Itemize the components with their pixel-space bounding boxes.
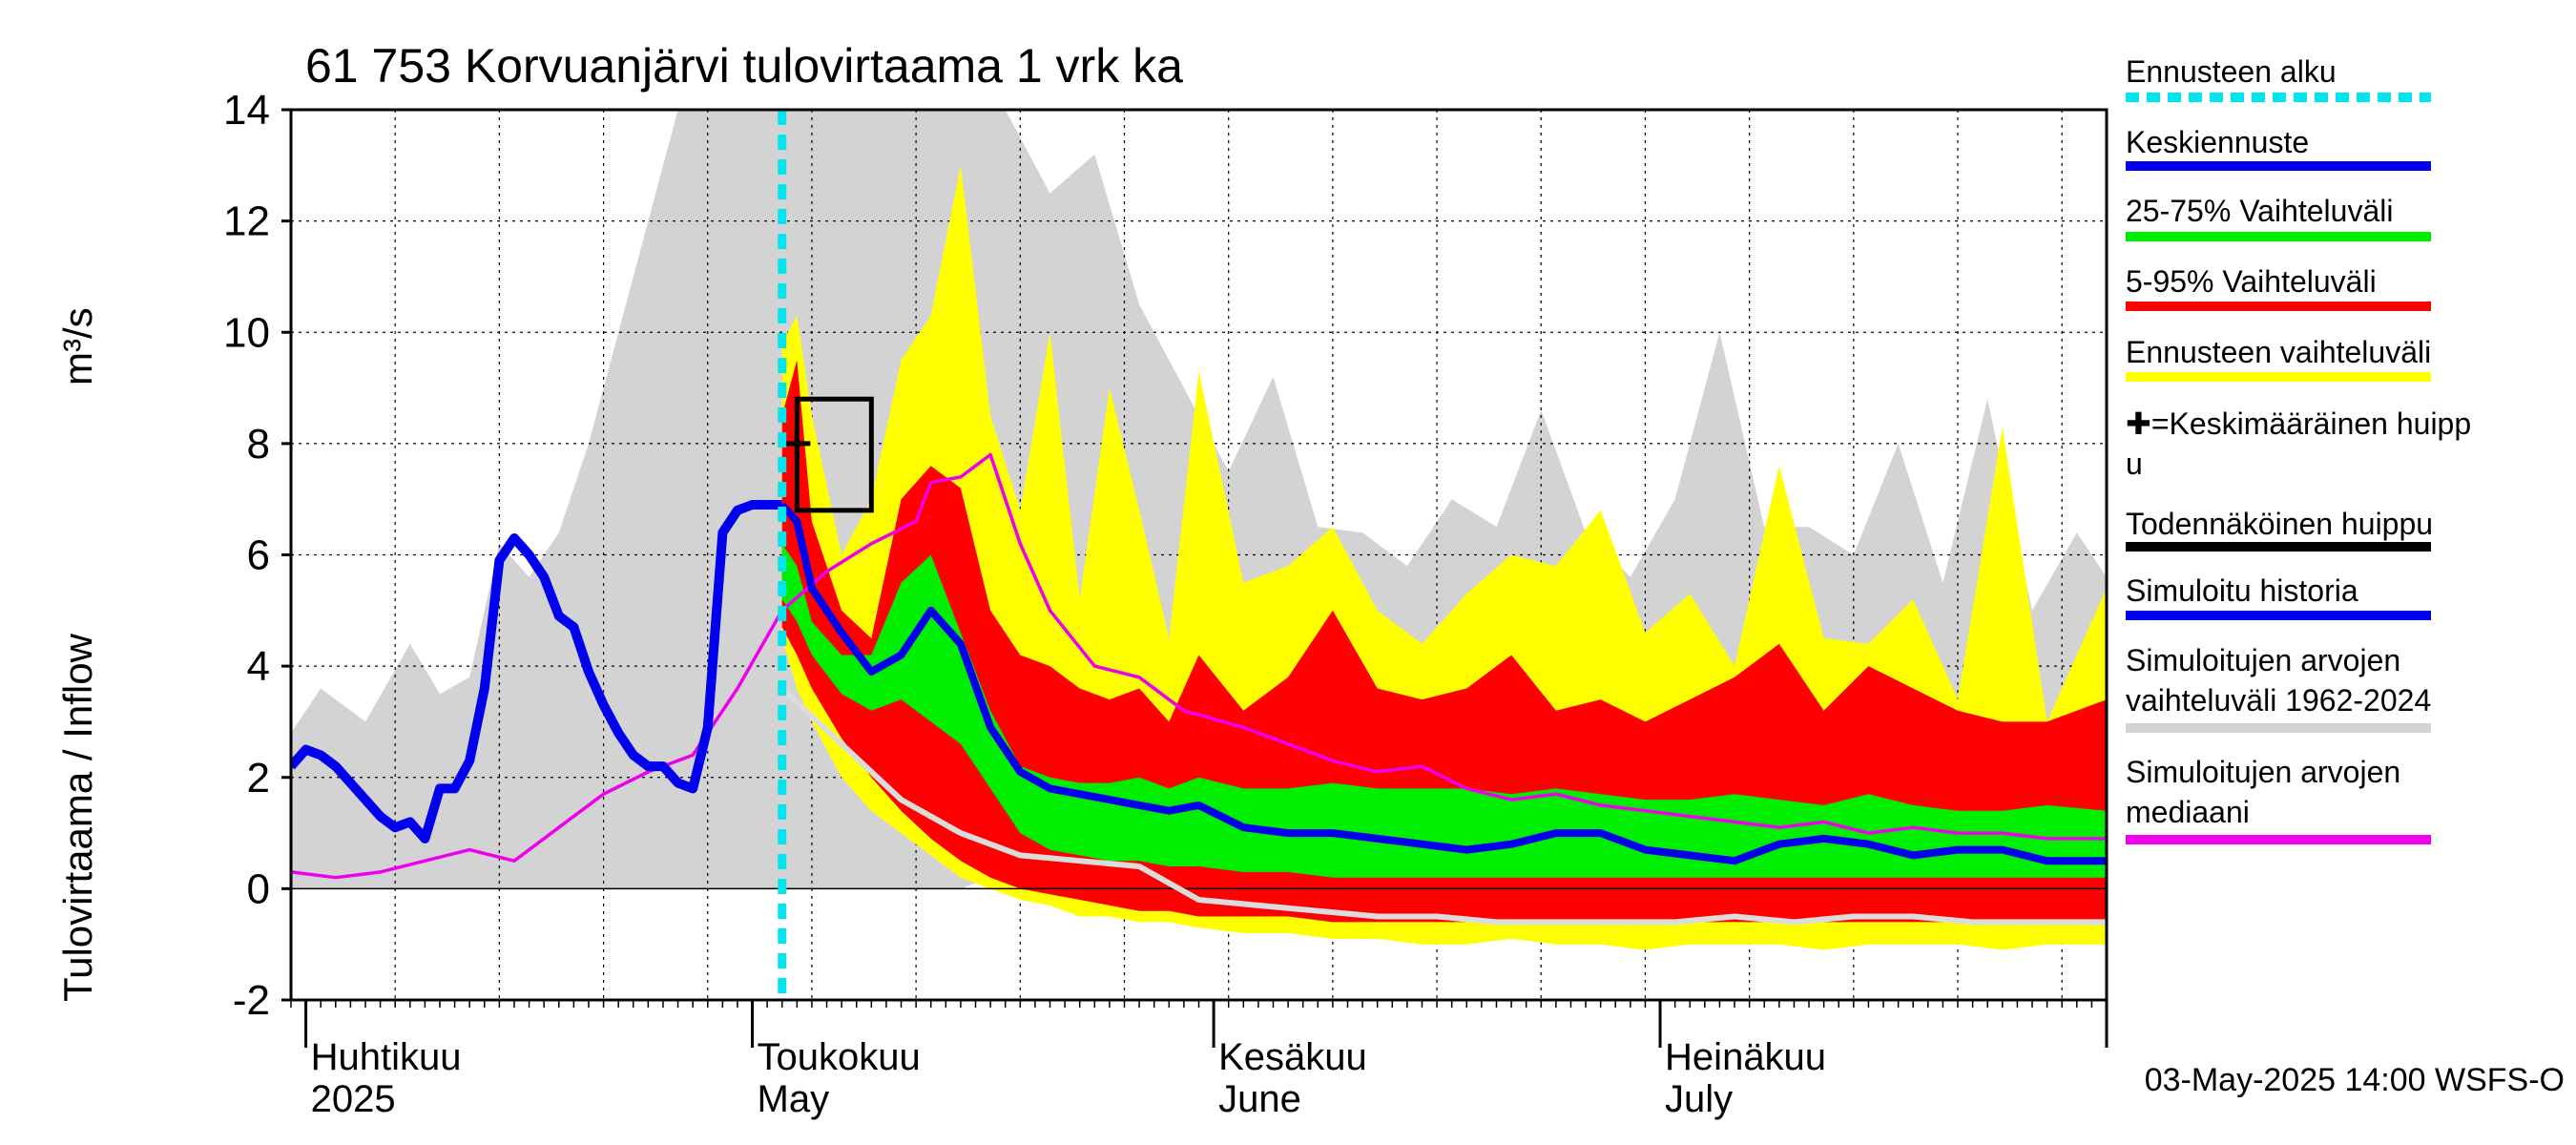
legend-label: Ennusteen vaihteluväli	[2126, 335, 2431, 369]
month-label-en: May	[758, 1078, 830, 1120]
y-tick-label: 10	[223, 309, 270, 356]
month-label-en: July	[1665, 1078, 1733, 1120]
month-label-fi: Toukokuu	[758, 1036, 921, 1078]
simulated-history-line	[291, 500, 782, 843]
legend-label: Keskiennuste	[2126, 125, 2309, 159]
month-label-fi: Kesäkuu	[1218, 1036, 1367, 1078]
legend: Ennusteen alku Keskiennuste 25-75% Vaihtel…	[2126, 54, 2471, 844]
legend-label: u	[2126, 447, 2143, 481]
p25-75-band	[781, 543, 2107, 878]
legend-label: Todennäköinen huippu	[2126, 507, 2433, 541]
historical-median-line	[291, 452, 2107, 880]
y-tick-label: 2	[247, 755, 270, 802]
plot-area	[291, 110, 2107, 1000]
p5-95-band	[781, 360, 2107, 923]
forecast-median-line	[779, 502, 2107, 865]
month-label-fi: Huhtikuu	[311, 1036, 462, 1078]
y-tick-label: 14	[223, 87, 270, 134]
y-tick-label: 8	[247, 421, 270, 468]
y-tick-label: -2	[233, 977, 270, 1024]
legend-label: Simuloitu historia	[2126, 573, 2358, 608]
footer-timestamp: 03-May-2025 14:00 WSFS-O	[2145, 1062, 2565, 1098]
legend-label: 25-75% Vaihteluväli	[2126, 194, 2393, 228]
y-tick-label: 6	[247, 532, 270, 579]
legend-label: mediaani	[2126, 795, 2250, 829]
mean-peak-marker	[783, 429, 811, 457]
legend-label: 5-95% Vaihteluväli	[2126, 264, 2377, 299]
y-axis-label: Tulovirtaama / Inflow	[55, 633, 100, 1002]
y-axis-unit: m³/s	[55, 307, 100, 385]
y-tick-label: 0	[247, 865, 270, 912]
chart-title: 61 753 Korvuanjärvi tulovirtaama 1 vrk k…	[305, 39, 1183, 93]
y-tick-label: 12	[223, 198, 270, 245]
month-label-fi: Heinäkuu	[1665, 1036, 1826, 1078]
y-tick-label: 4	[247, 643, 270, 690]
month-label-en: June	[1218, 1078, 1301, 1120]
plot-layers	[291, 110, 2107, 1000]
forecast-min-line	[779, 686, 2107, 926]
legend-label: Ennusteen alku	[2126, 54, 2337, 89]
legend-label: Simuloitujen arvojen	[2126, 643, 2400, 677]
month-label-en: 2025	[311, 1078, 396, 1120]
legend-label: ✚=Keskimääräinen huipp	[2126, 406, 2471, 441]
legend-label: Simuloitujen arvojen	[2126, 755, 2400, 789]
legend-label: vaihteluväli 1962-2024	[2126, 683, 2431, 718]
